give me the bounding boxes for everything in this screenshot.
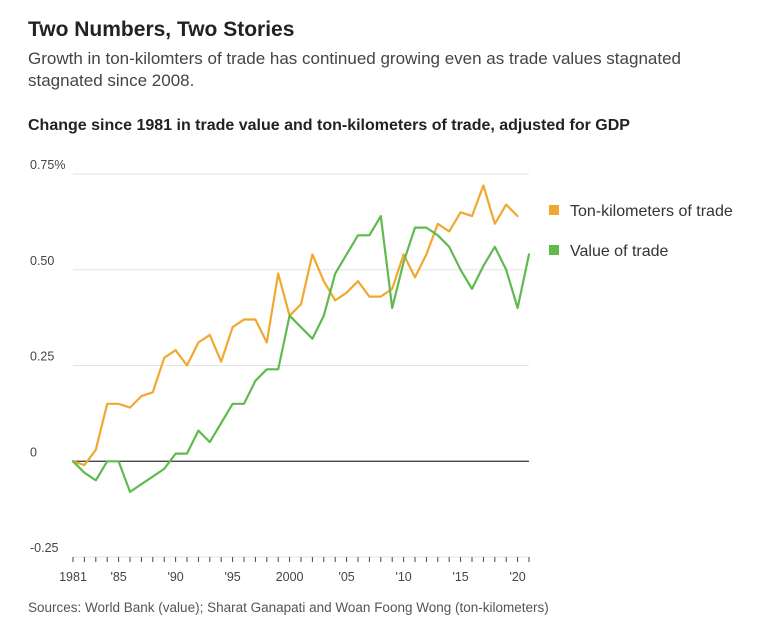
x-axis-ticks: 1981 '85 '90 '95 2000 '05 '10 '15 '20 xyxy=(59,557,530,584)
legend: Ton-kilometers of trade Value of trade xyxy=(549,203,733,260)
series-line-value-of-trade xyxy=(71,215,531,493)
series-lines xyxy=(71,184,531,493)
y-tick-label: -0.25 xyxy=(30,541,59,555)
x-tick-label: '15 xyxy=(452,570,468,584)
x-tick-label: 2000 xyxy=(276,570,304,584)
y-tick-label: 0.50 xyxy=(30,254,54,268)
legend-swatch xyxy=(549,205,559,215)
y-tick-label: 0 xyxy=(30,445,37,459)
page-subtitle: Growth in ton-kilomters of trade has con… xyxy=(28,49,681,90)
series-line-ton-kilometers-of-trade xyxy=(71,184,519,467)
y-tick-label: 0.25 xyxy=(30,350,54,364)
gridlines xyxy=(73,173,529,558)
x-tick-label: 1981 xyxy=(59,570,87,584)
x-tick-label: '05 xyxy=(338,570,354,584)
page-title: Two Numbers, Two Stories xyxy=(28,18,295,41)
legend-label: Value of trade xyxy=(570,243,669,260)
y-axis-ticks: 0.75% 0.50 0.25 0 -0.25 xyxy=(30,158,65,555)
x-tick-label: '20 xyxy=(509,570,525,584)
x-tick-label: '10 xyxy=(395,570,411,584)
chart-title: Change since 1981 in trade value and ton… xyxy=(28,117,630,134)
legend-swatch xyxy=(549,245,559,255)
legend-label: Ton-kilometers of trade xyxy=(570,203,733,220)
x-tick-label: '85 xyxy=(110,570,126,584)
y-tick-label: 0.75% xyxy=(30,158,65,172)
x-tick-label: '90 xyxy=(167,570,183,584)
source-note: Sources: World Bank (value); Sharat Gana… xyxy=(28,600,549,615)
x-tick-label: '95 xyxy=(224,570,240,584)
